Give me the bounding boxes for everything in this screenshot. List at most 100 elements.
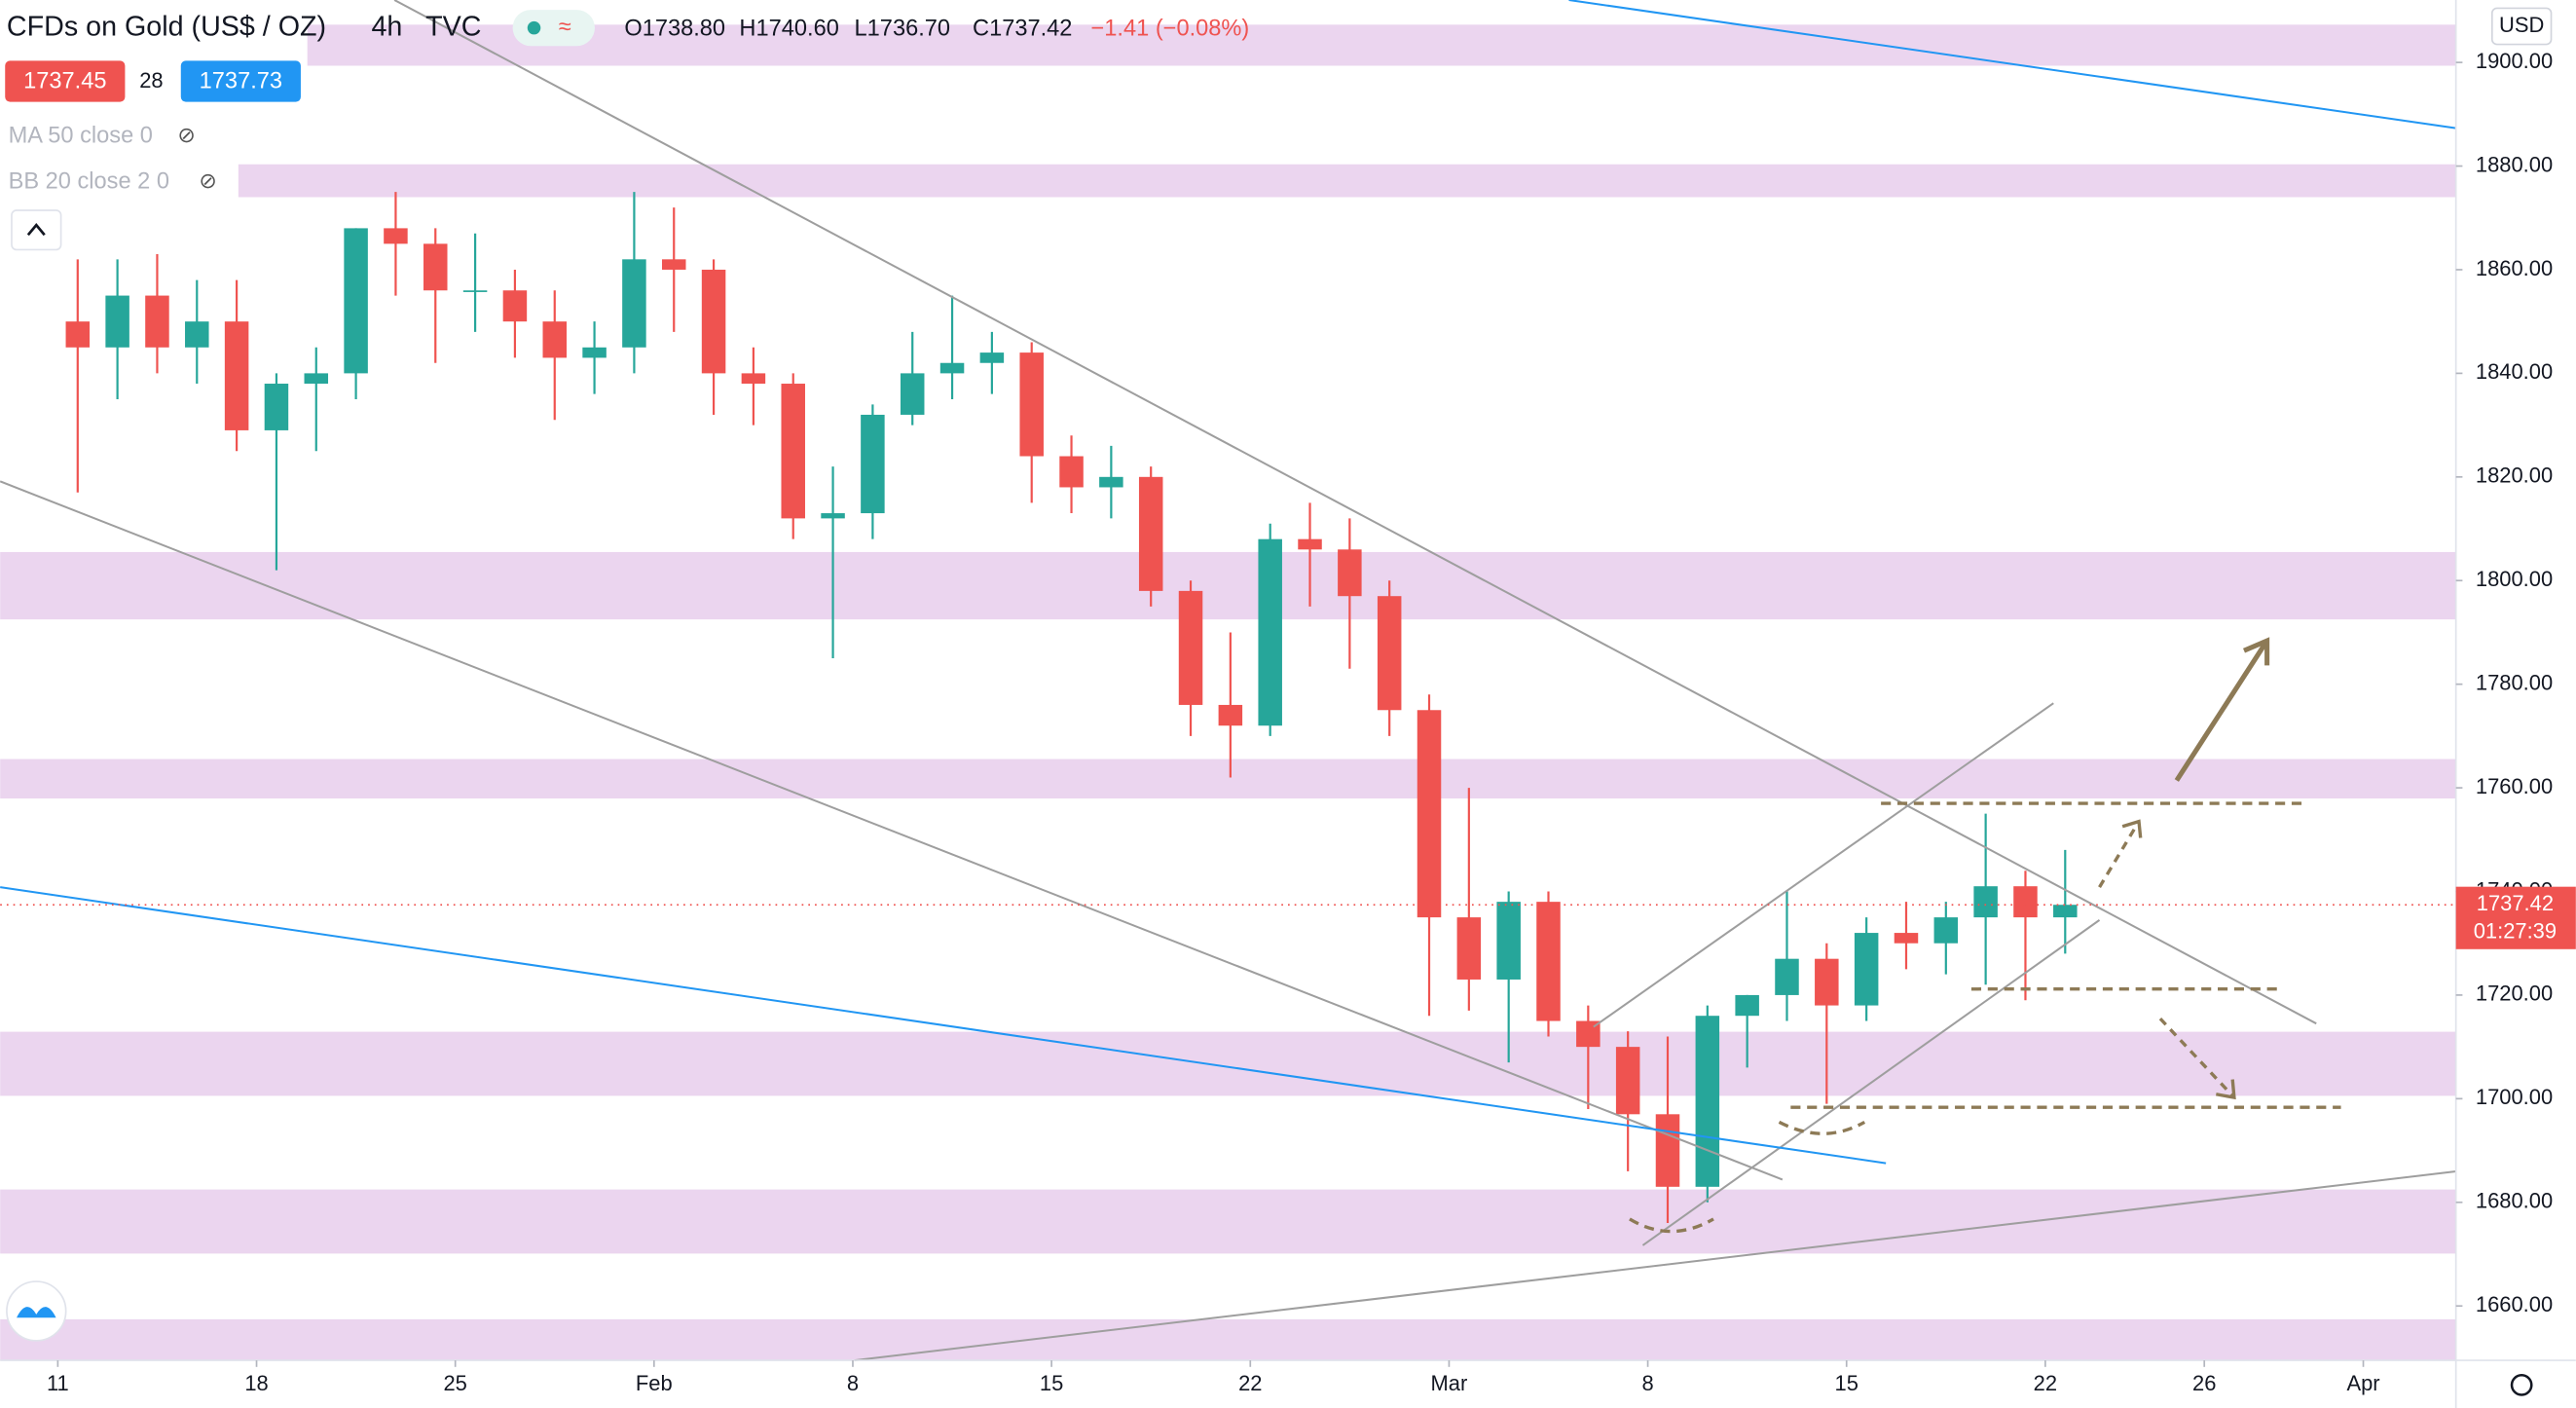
y-tick-label: 1820.00	[2476, 463, 2553, 488]
candle-body	[1695, 1016, 1720, 1187]
candle-body	[1218, 704, 1243, 726]
candle-body	[1775, 958, 1799, 995]
candle-body	[1735, 994, 1759, 1017]
candle-body	[1138, 476, 1163, 591]
collapse-button[interactable]	[11, 209, 62, 251]
x-tick-label: 22	[1238, 1371, 1262, 1395]
candle-body	[701, 269, 726, 374]
symbol: CFDs on Gold (US$ / OZ)	[7, 11, 326, 42]
candle-body	[939, 362, 965, 374]
x-tick-label: 15	[1835, 1371, 1858, 1395]
candle-body	[1655, 1114, 1680, 1187]
currency[interactable]: USD	[2499, 13, 2544, 37]
candle-body	[1417, 710, 1442, 918]
y-tick-label: 1800.00	[2476, 567, 2553, 591]
candle-body	[1456, 917, 1482, 980]
trend-line	[854, 1170, 2456, 1362]
candle-body	[145, 295, 169, 348]
y-tick-label: 1780.00	[2476, 670, 2553, 694]
candle-body	[224, 321, 249, 430]
change: −1.41 (−0.08%)	[1091, 17, 1250, 42]
interval: 4h	[371, 11, 402, 42]
candle-body	[821, 513, 845, 519]
candle-body	[384, 228, 408, 244]
x-tick-label: 22	[2034, 1371, 2057, 1395]
y-tick-label: 1860.00	[2476, 256, 2553, 280]
trend-line	[0, 480, 1784, 1181]
indicator[interactable]: BB 20 close 2 0	[9, 169, 169, 195]
trend-line	[0, 886, 1887, 1165]
candle-body	[582, 347, 607, 358]
x-tick-label: Apr	[2346, 1371, 2379, 1395]
price-tag-value: 1737.42	[2477, 891, 2554, 915]
trend-line	[1593, 702, 2054, 1028]
axes: 1660.001680.001700.001720.001740.001760.…	[0, 49, 2576, 1395]
trend-line	[393, 0, 2317, 1025]
candle-body	[2013, 886, 2038, 918]
currency-box[interactable]	[2490, 7, 2553, 46]
candle-body	[781, 384, 805, 519]
y-tick-label: 1760.00	[2476, 774, 2553, 798]
candle-body	[622, 259, 646, 348]
candle-body	[2053, 905, 2078, 918]
x-tick-label: Mar	[1431, 1371, 1468, 1395]
candle-body	[105, 295, 129, 348]
arrow	[2158, 1017, 2236, 1100]
candles	[65, 192, 2078, 1224]
sell-button[interactable]	[5, 60, 126, 102]
candle-body	[502, 290, 528, 322]
source: TVC	[425, 11, 481, 42]
ask[interactable]: 1737.73	[200, 69, 282, 94]
candle-body	[1099, 476, 1123, 488]
candle-body	[185, 321, 209, 348]
candle-body	[264, 384, 289, 430]
collapse-icon	[26, 223, 46, 237]
candle-body	[1019, 352, 1044, 457]
candle-body	[1178, 590, 1203, 705]
candle-body	[542, 321, 568, 358]
zone	[0, 759, 2456, 799]
x-tick-label: 8	[847, 1371, 859, 1395]
zone	[0, 1189, 2456, 1254]
logo[interactable]	[6, 1280, 67, 1342]
price-tag	[2455, 886, 2576, 949]
candle-body	[65, 321, 91, 348]
y-tick-label: 1720.00	[2476, 982, 2553, 1006]
hidden-icon[interactable]: ⊘	[199, 168, 216, 193]
indicator[interactable]: MA 50 close 0	[9, 123, 153, 148]
drawings	[0, 0, 2456, 1362]
x-tick-label: 15	[1040, 1371, 1063, 1395]
x-tick-label: 26	[2192, 1371, 2216, 1395]
zone	[0, 551, 2456, 620]
status-dot	[527, 20, 541, 35]
status-pill[interactable]	[512, 10, 595, 47]
candle-body	[1258, 538, 1282, 726]
candle-body	[1973, 886, 1998, 918]
candle-body	[661, 259, 686, 270]
arrow	[2174, 637, 2270, 782]
hidden-icon[interactable]: ⊘	[177, 123, 195, 147]
y-tick-label: 1680.00	[2476, 1189, 2553, 1213]
candle-body	[1059, 456, 1084, 488]
candle-body	[861, 414, 885, 514]
settings-icon[interactable]	[2510, 1373, 2533, 1396]
candle-body	[462, 290, 488, 292]
candle-body	[1377, 596, 1402, 711]
ohlc-high: H1740.60	[739, 17, 838, 42]
ohlc-open: O1738.80	[624, 17, 725, 42]
zone	[0, 1318, 2456, 1361]
buy-button[interactable]	[180, 60, 301, 102]
candle-body	[1338, 549, 1362, 597]
bid[interactable]: 1737.45	[23, 69, 106, 94]
candle-body	[1815, 958, 1839, 1006]
y-tick-label: 1700.00	[2476, 1085, 2553, 1109]
zone	[238, 164, 2456, 198]
arrow	[2098, 819, 2143, 888]
trend-line	[1641, 919, 2101, 1246]
candle-body	[1854, 933, 1879, 1006]
candle-body	[1894, 933, 1919, 944]
candle-body	[979, 352, 1005, 363]
